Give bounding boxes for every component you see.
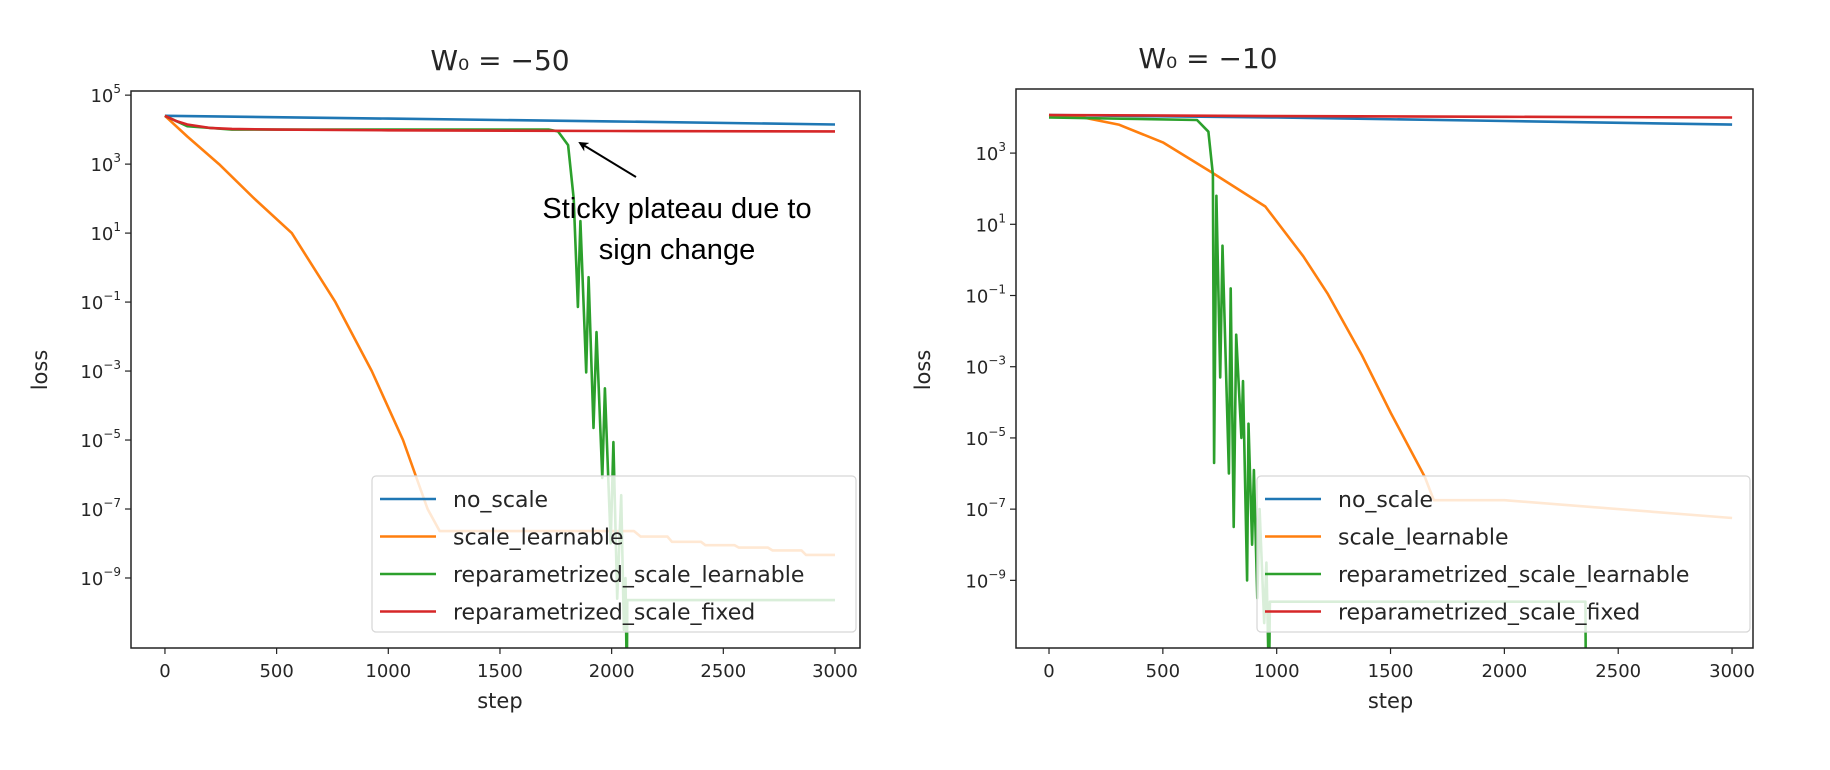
- y-tick-exponent: −7: [988, 496, 1006, 510]
- legend-label: scale_learnable: [453, 526, 624, 551]
- legend-label: reparametrized_scale_fixed: [1338, 601, 1640, 626]
- y-axis-label: loss: [911, 350, 935, 391]
- y-tick-exponent: −7: [103, 496, 121, 510]
- x-tick-label: 1000: [365, 661, 411, 682]
- y-tick-exponent: 3: [113, 151, 121, 165]
- y-axis-label: loss: [28, 350, 52, 391]
- x-tick-label: 3000: [1709, 661, 1755, 682]
- y-tick-exponent: −9: [988, 567, 1006, 581]
- x-tick-label: 1500: [1368, 661, 1414, 682]
- chart-title: W₀ = −10: [1138, 42, 1277, 75]
- y-tick-label: 10−1: [965, 283, 1006, 308]
- y-tick-label: 10−3: [965, 354, 1006, 379]
- axes-frame: [130, 90, 861, 649]
- y-tick-exponent: 1: [113, 220, 121, 234]
- series-line-reparametrized-scale-fixed: [1048, 113, 1733, 119]
- legend-label: reparametrized_scale_learnable: [1338, 563, 1689, 588]
- y-tick-exponent: −3: [103, 358, 121, 372]
- y-tick-base: 10: [965, 500, 988, 521]
- y-tick-exponent: 5: [113, 82, 121, 96]
- y-tick-label: 103: [975, 140, 1006, 165]
- chart-title: W₀ = −50: [430, 44, 569, 77]
- y-tick-base: 10: [80, 569, 103, 590]
- series-line-reparametrized-scale-fixed: [164, 114, 836, 133]
- y-tick-exponent: −5: [988, 425, 1006, 439]
- y-tick-base: 10: [965, 429, 988, 450]
- y-tick-label: 101: [90, 220, 121, 245]
- annotation-line-2: sign change: [599, 234, 755, 266]
- axes-frame: [1015, 88, 1754, 649]
- y-tick-label: 10−5: [965, 425, 1006, 450]
- legend-label: no_scale: [1338, 488, 1433, 513]
- x-tick-label: 3000: [812, 661, 858, 682]
- y-tick-base: 10: [80, 500, 103, 521]
- legend-box: [1256, 475, 1751, 633]
- y-tick-base: 10: [965, 287, 988, 308]
- y-tick-exponent: −1: [988, 283, 1006, 297]
- x-tick-label: 500: [1146, 661, 1180, 682]
- y-tick-base: 10: [90, 224, 113, 245]
- subplot-w0-minus-10: W₀ = −100 500 1000 1500 2000 2500 300010310110…: [911, 42, 1755, 713]
- y-tick-exponent: −3: [988, 354, 1006, 368]
- y-tick-base: 10: [80, 362, 103, 383]
- x-axis-label: step: [1368, 689, 1413, 713]
- y-tick-exponent: −1: [103, 289, 121, 303]
- x-tick-label: 1500: [477, 661, 523, 682]
- x-tick-label: 2000: [589, 661, 635, 682]
- legend-label: scale_learnable: [1338, 526, 1509, 551]
- x-tick-label: 2000: [1481, 661, 1527, 682]
- annotation-line-1: Sticky plateau due to: [542, 193, 811, 225]
- x-axis-label: step: [477, 689, 522, 713]
- y-tick-label: 103: [90, 151, 121, 176]
- y-tick-base: 10: [90, 155, 113, 176]
- series-line-scale-learnable: [1048, 113, 1733, 520]
- y-tick-exponent: 1: [998, 211, 1006, 225]
- y-tick-label: 10−9: [965, 567, 1006, 592]
- y-tick-label: 101: [975, 211, 1006, 236]
- x-tick-label: 2500: [1595, 661, 1641, 682]
- y-tick-base: 10: [80, 431, 103, 452]
- x-tick-label: 0: [1043, 661, 1054, 682]
- legend-box: [371, 475, 857, 633]
- y-tick-exponent: −5: [103, 427, 121, 441]
- legend: no_scale scale_learnable reparametrized_sc…: [1256, 475, 1751, 633]
- x-tick-label: 2500: [700, 661, 746, 682]
- x-tick-label: 500: [259, 661, 293, 682]
- legend-label: reparametrized_scale_learnable: [453, 563, 804, 588]
- y-tick-exponent: −9: [103, 565, 121, 579]
- subplot-w0-minus-50: W₀ = −500 500 1000 1500 2000 2500 300010510310…: [28, 44, 861, 713]
- legend-label: no_scale: [453, 488, 548, 513]
- y-tick-base: 10: [965, 571, 988, 592]
- legend: no_scale scale_learnable reparametrized_sc…: [371, 475, 857, 633]
- legend-label: reparametrized_scale_fixed: [453, 601, 755, 626]
- annotation-arrow: [578, 141, 637, 178]
- y-tick-base: 10: [975, 215, 998, 236]
- y-tick-label: 10−9: [80, 565, 121, 590]
- y-tick-exponent: 3: [998, 140, 1006, 154]
- y-tick-base: 10: [90, 86, 113, 107]
- y-tick-label: 10−1: [80, 289, 121, 314]
- y-tick-label: 105: [90, 82, 121, 107]
- x-tick-label: 1000: [1254, 661, 1300, 682]
- y-tick-label: 10−3: [80, 358, 121, 383]
- annotation: Sticky plateau due to sign change: [542, 141, 812, 266]
- y-tick-base: 10: [80, 293, 103, 314]
- x-tick-label: 0: [159, 661, 170, 682]
- y-tick-label: 10−7: [80, 496, 121, 521]
- y-tick-base: 10: [965, 358, 988, 379]
- series-line-no-scale: [164, 114, 836, 126]
- y-tick-label: 10−5: [80, 427, 121, 452]
- y-tick-label: 10−7: [965, 496, 1006, 521]
- y-tick-base: 10: [975, 144, 998, 165]
